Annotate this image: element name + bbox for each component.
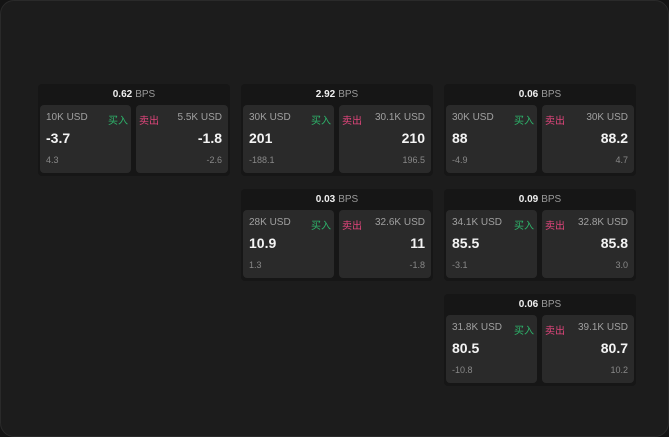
sell-button[interactable]: 卖出 — [545, 221, 565, 232]
spread-header: 0.06 BPS — [444, 84, 636, 105]
spread-unit: BPS — [135, 89, 156, 100]
ask-price: 11 — [410, 235, 425, 251]
spread-unit: BPS — [338, 194, 359, 205]
buy-panel[interactable]: 31.8K USD 买入 80.5 -10.8 — [446, 315, 537, 383]
bid-price: 201 — [249, 130, 273, 146]
quote-card: 0.03 BPS 28K USD 买入 10.9 1.3 卖出 32.6K USD… — [241, 189, 433, 281]
ask-price: 210 — [401, 130, 425, 146]
bid-price: 10.9 — [249, 235, 277, 251]
ask-change: -1.8 — [409, 260, 425, 270]
quote-card: 0.09 BPS 34.1K USD 买入 85.5 -3.1 卖出 32.8K … — [444, 189, 636, 281]
ask-size: 30K USD — [586, 112, 628, 123]
spread-unit: BPS — [541, 299, 562, 310]
ask-size: 32.6K USD — [374, 217, 425, 228]
spread-header: 0.09 BPS — [444, 189, 636, 210]
bid-size: 30K USD — [249, 112, 291, 123]
bid-change: -10.8 — [452, 365, 473, 375]
spread-value: 0.03 — [315, 194, 336, 205]
quote-card: 2.92 BPS 30K USD 买入 201 -188.1 卖出 30.1K U… — [241, 84, 433, 176]
ask-size: 32.8K USD — [577, 217, 628, 228]
quote-card: 0.06 BPS 31.8K USD 买入 80.5 -10.8 卖出 39.1K… — [444, 294, 636, 386]
ask-price: -1.8 — [197, 130, 222, 146]
bid-change: -3.1 — [452, 260, 468, 270]
sell-button[interactable]: 卖出 — [545, 116, 565, 127]
buy-panel[interactable]: 30K USD 买入 201 -188.1 — [243, 105, 334, 173]
quote-card: 0.06 BPS 30K USD 买入 88 -4.9 卖出 30K USD 88… — [444, 84, 636, 176]
ask-price: 88.2 — [600, 130, 628, 146]
ask-change: 3.0 — [615, 260, 628, 270]
ask-price: 85.8 — [600, 235, 628, 251]
bid-change: 4.3 — [46, 155, 59, 165]
quote-card: 0.62 BPS 10K USD 买入 -3.7 4.3 卖出 5.5K USD … — [38, 84, 230, 176]
buy-panel[interactable]: 28K USD 买入 10.9 1.3 — [243, 210, 334, 278]
ask-size: 5.5K USD — [177, 112, 222, 123]
bid-price: 80.5 — [452, 340, 480, 356]
sell-panel[interactable]: 卖出 32.8K USD 85.8 3.0 — [542, 210, 634, 278]
bid-change: 1.3 — [249, 260, 262, 270]
ask-price: 80.7 — [600, 340, 628, 356]
spread-value: 0.06 — [518, 299, 539, 310]
bid-price: -3.7 — [46, 130, 71, 146]
buy-button[interactable]: 买入 — [514, 221, 534, 232]
ask-change: 10.2 — [610, 365, 628, 375]
bid-price: 88 — [452, 130, 468, 146]
bid-size: 34.1K USD — [452, 217, 503, 228]
ask-change: -2.6 — [206, 155, 222, 165]
sell-button[interactable]: 卖出 — [139, 116, 159, 127]
sell-panel[interactable]: 卖出 32.6K USD 11 -1.8 — [339, 210, 431, 278]
spread-header: 2.92 BPS — [241, 84, 433, 105]
spread-unit: BPS — [541, 194, 562, 205]
sell-panel[interactable]: 卖出 5.5K USD -1.8 -2.6 — [136, 105, 228, 173]
spread-header: 0.06 BPS — [444, 294, 636, 315]
spread-unit: BPS — [338, 89, 359, 100]
buy-button[interactable]: 买入 — [311, 116, 331, 127]
buy-panel[interactable]: 10K USD 买入 -3.7 4.3 — [40, 105, 131, 173]
bid-change: -188.1 — [249, 155, 275, 165]
ask-change: 4.7 — [615, 155, 628, 165]
spread-value: 2.92 — [315, 89, 336, 100]
buy-button[interactable]: 买入 — [108, 116, 128, 127]
sell-panel[interactable]: 卖出 30K USD 88.2 4.7 — [542, 105, 634, 173]
buy-button[interactable]: 买入 — [514, 326, 534, 337]
bid-change: -4.9 — [452, 155, 468, 165]
ask-size: 39.1K USD — [577, 322, 628, 333]
bid-size: 28K USD — [249, 217, 291, 228]
ask-size: 30.1K USD — [374, 112, 425, 123]
bid-size: 30K USD — [452, 112, 494, 123]
buy-panel[interactable]: 30K USD 买入 88 -4.9 — [446, 105, 537, 173]
buy-button[interactable]: 买入 — [514, 116, 534, 127]
sell-button[interactable]: 卖出 — [545, 326, 565, 337]
spread-unit: BPS — [541, 89, 562, 100]
bid-price: 85.5 — [452, 235, 480, 251]
sell-button[interactable]: 卖出 — [342, 116, 362, 127]
bid-size: 10K USD — [46, 112, 88, 123]
spread-value: 0.62 — [112, 89, 133, 100]
sell-panel[interactable]: 卖出 39.1K USD 80.7 10.2 — [542, 315, 634, 383]
buy-panel[interactable]: 34.1K USD 买入 85.5 -3.1 — [446, 210, 537, 278]
spread-value: 0.06 — [518, 89, 539, 100]
ask-change: 196.5 — [402, 155, 425, 165]
bid-size: 31.8K USD — [452, 322, 503, 333]
spread-header: 0.62 BPS — [38, 84, 230, 105]
buy-button[interactable]: 买入 — [311, 221, 331, 232]
sell-panel[interactable]: 卖出 30.1K USD 210 196.5 — [339, 105, 431, 173]
sell-button[interactable]: 卖出 — [342, 221, 362, 232]
spread-header: 0.03 BPS — [241, 189, 433, 210]
spread-value: 0.09 — [518, 194, 539, 205]
